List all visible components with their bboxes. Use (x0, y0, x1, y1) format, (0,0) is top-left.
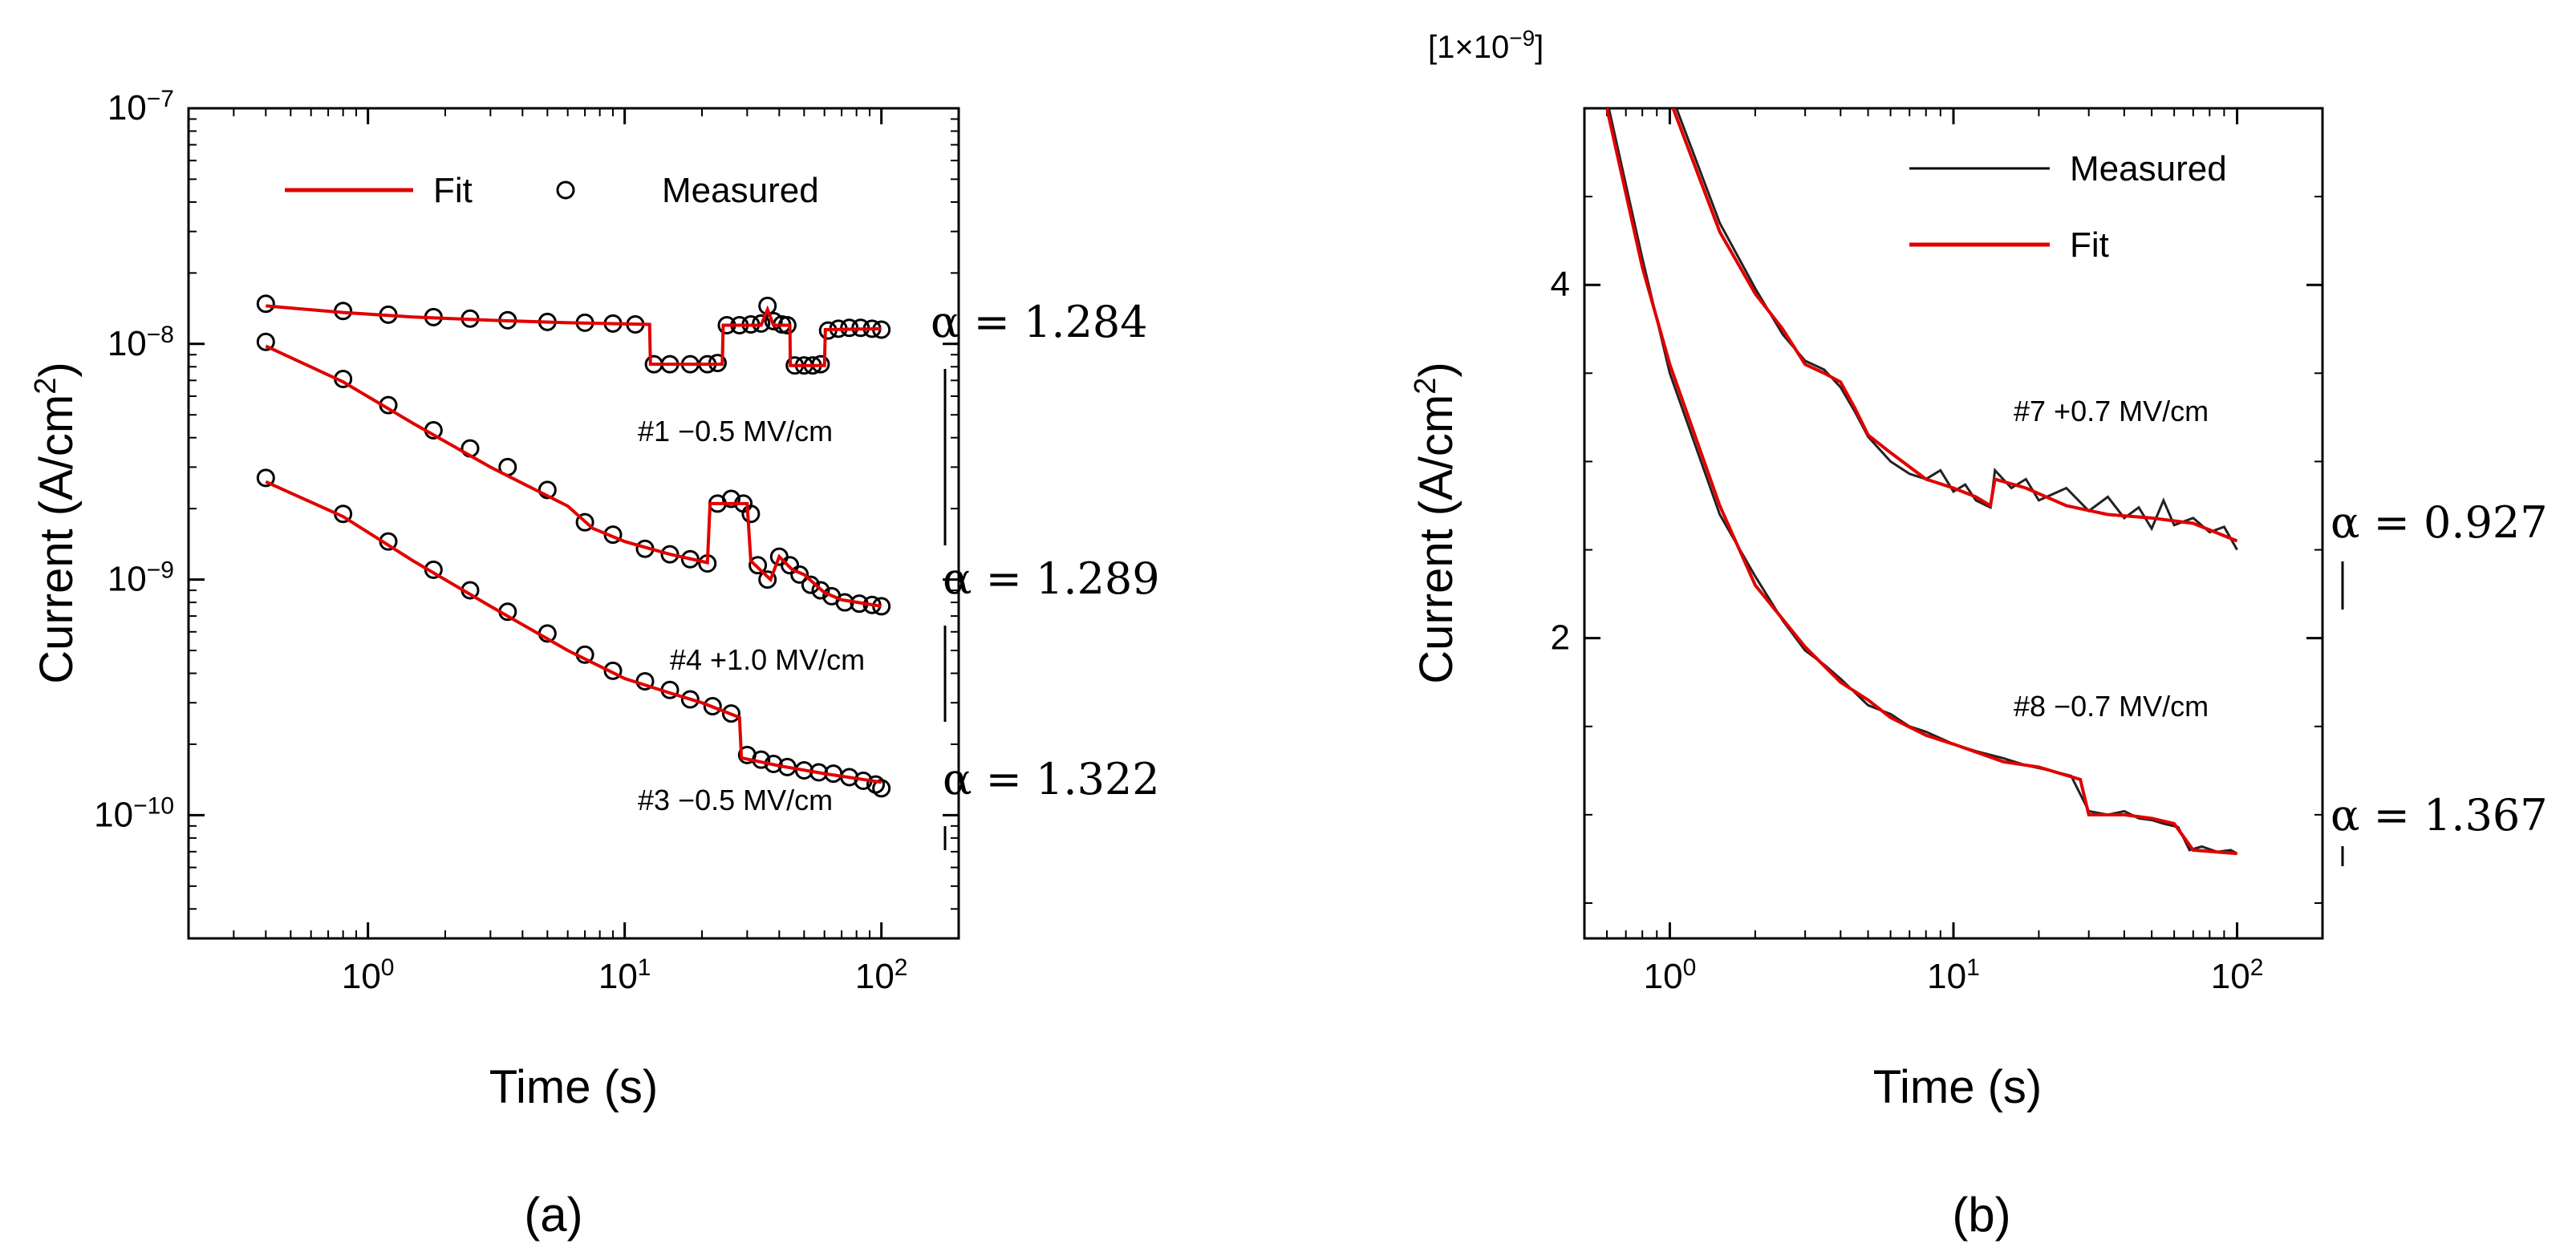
panel-b-caption: (b) (1952, 1188, 2010, 1242)
panel-a-x-tick-label: 100 (342, 954, 395, 997)
panel-b-plot-frame (1583, 107, 2324, 940)
panel-a-series-0-measured-point (256, 294, 275, 314)
panel-a-series-0-measured-point (752, 314, 771, 333)
panel-a-alpha-1: α = 1.284 (931, 297, 1148, 347)
panel-a-series-1-measured-point (741, 504, 761, 524)
panel-b-y-tick-label: 2 (1551, 618, 1570, 658)
panel-a-y-axis-label: Current (A/cm2) (29, 362, 83, 683)
panel-a-series-4-label: #4 +1.0 MV/cm (670, 643, 865, 676)
panel-a-series-1-measured-point (748, 556, 768, 575)
panel-a-series-1-measured-point (758, 570, 777, 589)
panel-a-series-1-measured-point (538, 480, 557, 500)
panel-a-series-2-measured-point (703, 697, 722, 716)
panel-b-y-multiplier: [1×10−9] (1428, 26, 1544, 66)
panel-b-series (1605, 108, 2238, 856)
panel-b-legend: Measured Fit (1909, 149, 2227, 265)
panel-a-series-1-measured-point (660, 545, 679, 564)
panel-b-ticks: 100 101 102 2 4 (1551, 107, 2323, 997)
panel-b-series-7-label: #7 +0.7 MV/cm (2014, 395, 2209, 427)
panel-a-series-1-measured-point (575, 513, 594, 532)
panel-b-x-axis-label: Time (s) (1873, 1061, 2042, 1113)
panel-a-series-1-label: #1 −0.5 MV/cm (638, 415, 833, 448)
panel-a-series-2-measured-point (721, 704, 740, 723)
panel-b-y-axis-label: Current (A/cm2) (1409, 362, 1462, 683)
panel-a-x-tick-label: 101 (598, 954, 651, 997)
panel-b-y-tick-label: 4 (1551, 265, 1570, 304)
legend-fit-label-b: Fit (2070, 225, 2109, 265)
panel-b-plot-area (1605, 108, 2238, 856)
panel-a-x-axis-label: Time (s) (489, 1061, 658, 1113)
legend-fit-label: Fit (433, 171, 473, 210)
panel-b-x-tick-label: 100 (1644, 954, 1697, 997)
panel-a-series (256, 294, 891, 798)
panel-a-y-tick-label: 10−10 (94, 792, 174, 835)
panel-a-series-2-measured-point (256, 468, 275, 488)
panel-a-alpha-4: α = 1.289 (943, 553, 1160, 604)
panel-a-ticks: 100 101 102 10−10 10−9 10−8 10−7 (94, 86, 959, 997)
panel-a-plot-area (256, 294, 891, 798)
legend-measured-label: Measured (662, 171, 819, 210)
panel-b-alpha-7: α = 0.927 (2331, 497, 2548, 548)
panel-a-plot-frame (187, 107, 960, 940)
panel-a-series-1-fit-line (265, 344, 882, 608)
panel-b-series-8-label: #8 −0.7 MV/cm (2014, 690, 2209, 723)
panel-a-series-1-measured-point (256, 332, 275, 351)
panel-a-series-1-measured-point (721, 489, 740, 508)
panel-b-x-tick-label: 102 (2211, 954, 2264, 997)
panel-a-x-tick-label: 102 (855, 954, 908, 997)
panel-b-series-0-fit-line (1671, 108, 2238, 543)
panel-a-caption: (a) (524, 1188, 582, 1242)
panel-a-series-2-measured-point (872, 779, 891, 798)
panel-b-chart: 100 101 102 2 4 Measured Fit [1×10−9] #7 +0.… (1409, 26, 2548, 1242)
panel-b-x-tick-label: 101 (1927, 954, 1980, 997)
panel-a-legend: Fit Measured (285, 171, 819, 210)
panel-a-series-2-fit-line (265, 480, 882, 784)
legend-measured-circle-swatch (556, 180, 575, 200)
panel-b-alpha-8: α = 1.367 (2331, 790, 2548, 841)
panel-a-series-2-measured-point (603, 661, 623, 680)
panel-a-series-1-measured-point (801, 575, 820, 594)
panel-a-series-1-measured-point (811, 581, 830, 600)
panel-a-series-3-label: #3 −0.5 MV/cm (638, 784, 833, 816)
panel-a-series-1-measured-point (781, 556, 800, 575)
panel-a-alpha-3: α = 1.322 (943, 754, 1160, 804)
legend-measured-label-b: Measured (2070, 149, 2227, 188)
panel-a-series-0-fit-line (266, 304, 882, 367)
panel-b-series-1-fit-line (1605, 108, 2237, 856)
panel-a-series-1-measured-point (790, 565, 809, 584)
panel-a-y-tick-label: 10−9 (108, 557, 174, 599)
panel-a-series-2-measured-point (680, 690, 700, 709)
panel-a-y-tick-label: 10−8 (108, 321, 174, 363)
panel-a-y-tick-label: 10−7 (108, 86, 174, 128)
